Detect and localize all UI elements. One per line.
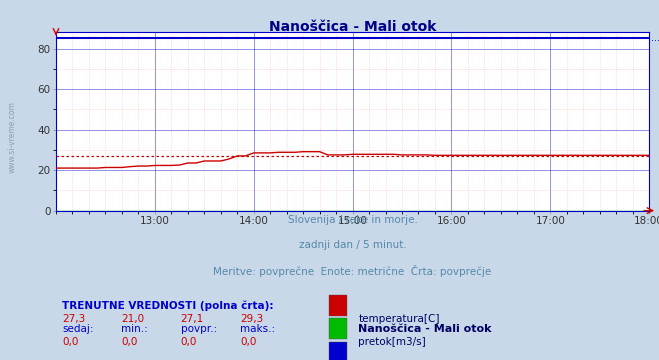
Text: 0,0: 0,0 [240, 337, 256, 347]
Text: 0,0: 0,0 [121, 337, 138, 347]
Text: Nanoščica - Mali otok: Nanoščica - Mali otok [358, 324, 492, 334]
Bar [329, 319, 347, 339]
Bar [329, 295, 347, 316]
Bar [329, 342, 347, 360]
Text: 27,3: 27,3 [62, 314, 85, 324]
Text: Meritve: povprečne  Enote: metrične  Črta: povprečje: Meritve: povprečne Enote: metrične Črta:… [214, 265, 492, 276]
Text: temperatura[C]: temperatura[C] [358, 314, 440, 324]
Text: 21,0: 21,0 [121, 314, 144, 324]
Text: 0,0: 0,0 [62, 337, 78, 347]
Text: maks.:: maks.: [240, 324, 275, 334]
Text: povpr.:: povpr.: [181, 324, 217, 334]
Text: Nanoščica - Mali otok: Nanoščica - Mali otok [269, 20, 436, 34]
Text: ...: ... [651, 33, 659, 44]
Text: www.si-vreme.com: www.si-vreme.com [8, 101, 17, 173]
Text: sedaj:: sedaj: [62, 324, 94, 334]
Text: TRENUTNE VREDNOSTI (polna črta):: TRENUTNE VREDNOSTI (polna črta): [62, 301, 273, 311]
Text: 0,0: 0,0 [181, 337, 197, 347]
Text: min.:: min.: [121, 324, 148, 334]
Text: Slovenija / reke in morje.: Slovenija / reke in morje. [287, 215, 418, 225]
Text: pretok[m3/s]: pretok[m3/s] [358, 337, 426, 347]
Text: 27,1: 27,1 [181, 314, 204, 324]
Text: 29,3: 29,3 [240, 314, 263, 324]
Text: zadnji dan / 5 minut.: zadnji dan / 5 minut. [299, 240, 407, 250]
